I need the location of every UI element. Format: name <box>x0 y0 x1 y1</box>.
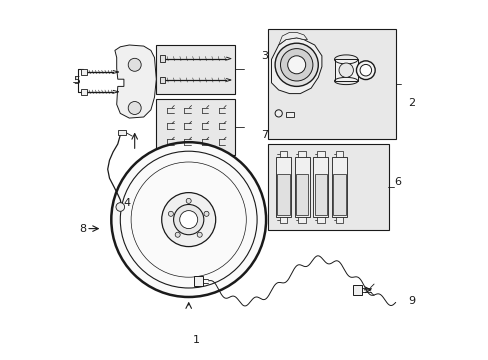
Bar <box>335 217 343 223</box>
Text: 5: 5 <box>73 76 81 86</box>
Bar <box>333 174 345 215</box>
Bar <box>118 130 125 135</box>
Bar <box>313 157 328 217</box>
Bar <box>156 45 235 94</box>
Polygon shape <box>278 32 307 45</box>
Bar <box>295 174 307 215</box>
Bar <box>331 157 346 217</box>
Bar <box>160 55 165 62</box>
Circle shape <box>128 102 141 114</box>
Circle shape <box>116 203 124 211</box>
Bar <box>352 285 361 295</box>
Circle shape <box>275 43 318 86</box>
Text: 3: 3 <box>260 51 267 61</box>
Bar <box>316 217 324 223</box>
Text: 4: 4 <box>123 198 131 208</box>
Text: 9: 9 <box>407 296 415 306</box>
Bar <box>275 157 290 217</box>
Circle shape <box>338 63 353 77</box>
Bar <box>267 29 395 139</box>
Circle shape <box>162 193 215 247</box>
Bar <box>277 174 289 215</box>
Text: 2: 2 <box>407 98 415 108</box>
Bar <box>279 217 286 223</box>
Circle shape <box>128 58 141 71</box>
Bar <box>294 157 309 217</box>
Text: 1: 1 <box>192 335 199 345</box>
Bar <box>298 151 305 157</box>
Bar <box>267 144 387 230</box>
Circle shape <box>203 211 208 216</box>
Bar <box>334 59 357 81</box>
Bar <box>279 151 286 157</box>
Circle shape <box>287 56 305 74</box>
Bar <box>298 217 305 223</box>
Bar <box>314 174 326 215</box>
Bar <box>335 151 343 157</box>
Circle shape <box>356 61 374 80</box>
Text: 8: 8 <box>79 224 86 234</box>
Bar <box>285 112 293 117</box>
Bar <box>194 276 203 286</box>
Circle shape <box>359 64 371 76</box>
Bar <box>81 69 87 75</box>
Text: 7: 7 <box>260 130 267 140</box>
Bar <box>160 77 165 83</box>
Polygon shape <box>115 45 156 118</box>
Circle shape <box>186 198 191 203</box>
Bar <box>81 89 87 95</box>
Text: 6: 6 <box>393 177 400 187</box>
Polygon shape <box>271 38 321 94</box>
Circle shape <box>175 232 180 237</box>
Bar <box>316 151 324 157</box>
Circle shape <box>280 49 312 81</box>
Bar <box>156 99 235 155</box>
Circle shape <box>275 110 282 117</box>
Circle shape <box>173 204 203 235</box>
Circle shape <box>179 211 197 229</box>
Circle shape <box>111 142 265 297</box>
Circle shape <box>168 211 173 216</box>
Circle shape <box>197 232 202 237</box>
